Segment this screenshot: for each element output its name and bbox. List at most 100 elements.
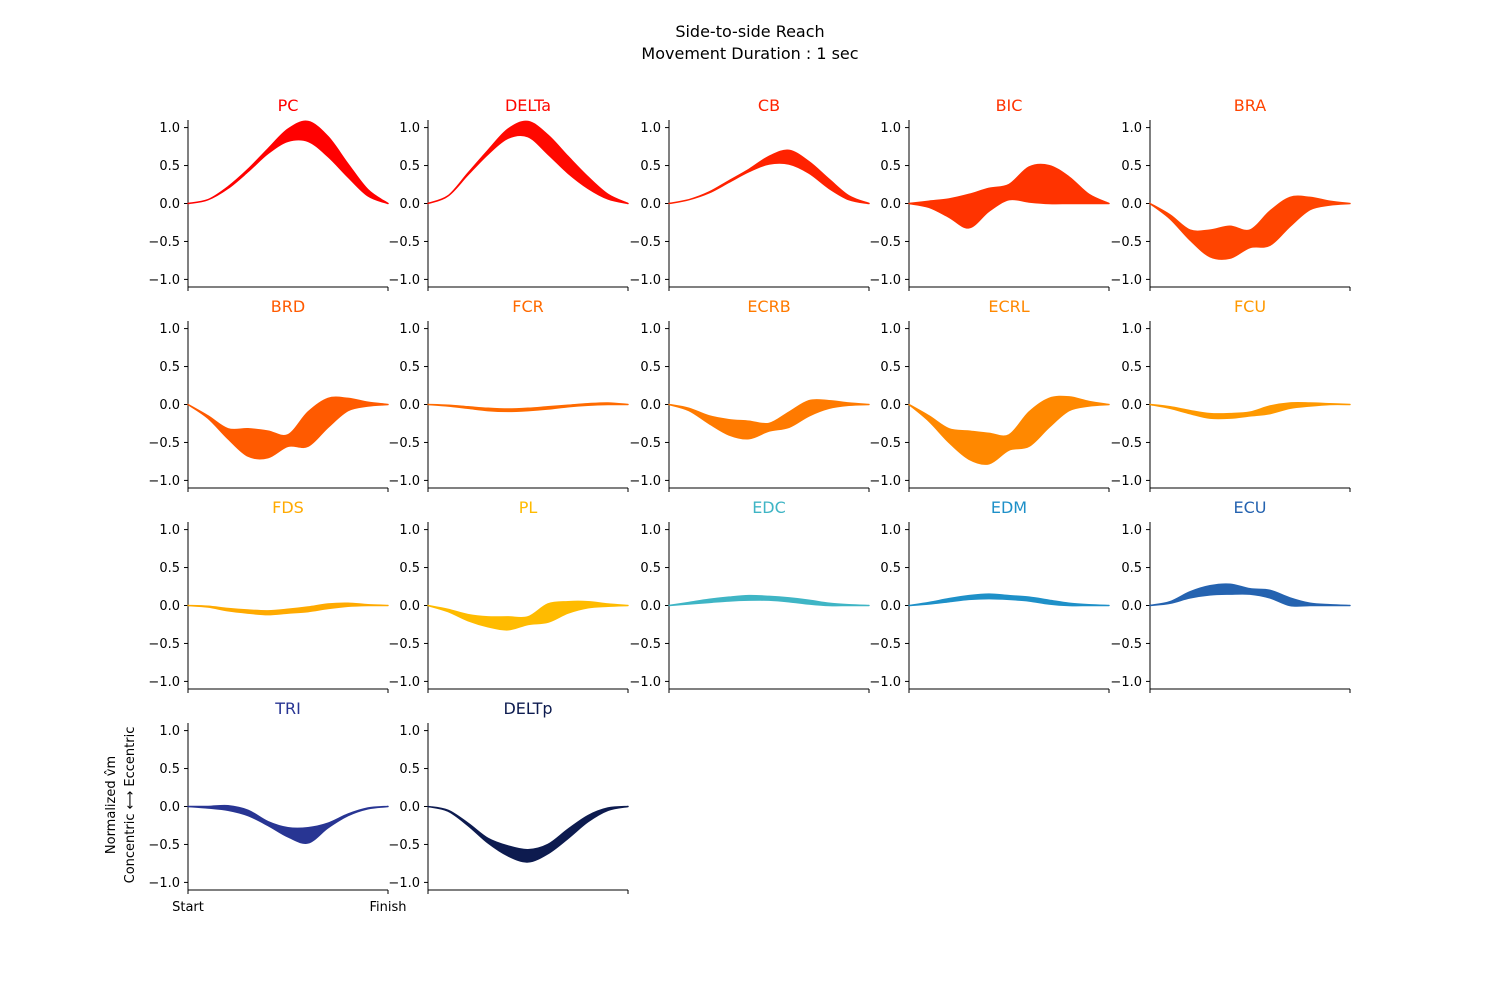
y-axis-label-line1: Normalized v̂m xyxy=(104,756,119,854)
y-tick-label: −1.0 xyxy=(148,876,180,891)
x-start-label: Start xyxy=(172,900,204,915)
y-tick-label: 0.5 xyxy=(159,360,180,375)
y-tick-label: −1.0 xyxy=(629,474,661,489)
y-tick-label: 0.5 xyxy=(399,159,420,174)
y-tick-label: 0.0 xyxy=(880,197,901,212)
subplot-tri: 1.0 0.5 0.0 −0.5 −1.0 TRI xyxy=(148,699,389,894)
subplot-title-fds: FDS xyxy=(272,498,304,517)
subplot-brd: 1.0 0.5 0.0 −0.5 −1.0 BRD xyxy=(148,297,389,492)
y-tick-label: 0.5 xyxy=(640,159,661,174)
y-tick-label: 1.0 xyxy=(399,523,420,538)
y-tick-label: 1.0 xyxy=(640,322,661,337)
y-tick-label: 0.5 xyxy=(159,159,180,174)
y-tick-label: −0.5 xyxy=(1110,235,1142,250)
y-tick-label: 0.0 xyxy=(159,800,180,815)
y-tick-label: −0.5 xyxy=(629,436,661,451)
y-tick-label: −0.5 xyxy=(869,235,901,250)
subplot-title-cb: CB xyxy=(758,96,780,115)
y-tick-label: −0.5 xyxy=(1110,436,1142,451)
y-tick-label: 0.0 xyxy=(399,800,420,815)
y-tick-label: 0.5 xyxy=(880,561,901,576)
band-ecrb xyxy=(668,399,870,440)
y-tick-label: 1.0 xyxy=(1121,322,1142,337)
band-edc xyxy=(668,594,870,607)
band-delta xyxy=(427,120,629,205)
subplot-ecrl: 1.0 0.5 0.0 −0.5 −1.0 ECRL xyxy=(869,297,1110,492)
subplot-title-ecrl: ECRL xyxy=(988,297,1029,316)
y-tick-label: −1.0 xyxy=(1110,675,1142,690)
y-tick-label: −0.5 xyxy=(869,637,901,652)
subplot-title-brd: BRD xyxy=(271,297,305,316)
y-tick-label: −0.5 xyxy=(388,436,420,451)
y-tick-label: −1.0 xyxy=(1110,474,1142,489)
y-tick-label: 0.0 xyxy=(640,599,661,614)
band-deltp xyxy=(427,805,629,863)
y-tick-label: 1.0 xyxy=(399,724,420,739)
y-tick-label: −0.5 xyxy=(629,637,661,652)
y-tick-label: 0.0 xyxy=(159,197,180,212)
subplot-title-ecu: ECU xyxy=(1234,498,1267,517)
y-tick-label: −1.0 xyxy=(629,273,661,288)
y-tick-label: 1.0 xyxy=(640,523,661,538)
subplot-deltp: 1.0 0.5 0.0 −0.5 −1.0 DELTp xyxy=(388,699,629,894)
band-ecrl xyxy=(908,395,1110,465)
y-tick-label: −1.0 xyxy=(1110,273,1142,288)
subplot-title-pl: PL xyxy=(519,498,538,517)
y-tick-label: 0.5 xyxy=(399,360,420,375)
y-tick-label: −0.5 xyxy=(388,838,420,853)
y-tick-label: 0.0 xyxy=(640,398,661,413)
subplot-fcr: 1.0 0.5 0.0 −0.5 −1.0 FCR xyxy=(388,297,629,492)
y-tick-label: −1.0 xyxy=(869,474,901,489)
y-tick-label: 0.5 xyxy=(880,159,901,174)
subplot-fcu: 1.0 0.5 0.0 −0.5 −1.0 FCU xyxy=(1110,297,1351,492)
y-tick-label: 1.0 xyxy=(880,523,901,538)
y-tick-label: 1.0 xyxy=(399,322,420,337)
subplot-edm: 1.0 0.5 0.0 −0.5 −1.0 EDM xyxy=(869,498,1110,693)
subplot-title-ecrb: ECRB xyxy=(747,297,790,316)
y-tick-label: 1.0 xyxy=(640,121,661,136)
y-tick-label: −1.0 xyxy=(869,675,901,690)
y-tick-label: 0.0 xyxy=(399,599,420,614)
subplot-title-bic: BIC xyxy=(996,96,1023,115)
band-fcr xyxy=(427,402,629,413)
y-tick-label: −0.5 xyxy=(869,436,901,451)
band-bic xyxy=(908,163,1110,229)
subplot-bic: 1.0 0.5 0.0 −0.5 −1.0 BIC xyxy=(869,96,1110,291)
y-tick-label: 0.0 xyxy=(159,599,180,614)
subplot-title-delta: DELTa xyxy=(505,96,551,115)
y-tick-label: 0.0 xyxy=(1121,398,1142,413)
y-tick-label: 0.0 xyxy=(159,398,180,413)
subplot-pl: 1.0 0.5 0.0 −0.5 −1.0 PL xyxy=(388,498,629,693)
y-tick-label: −1.0 xyxy=(388,675,420,690)
y-tick-label: 0.5 xyxy=(880,360,901,375)
y-tick-label: 0.5 xyxy=(1121,360,1142,375)
band-tri xyxy=(187,804,389,844)
subplot-title-tri: TRI xyxy=(274,699,301,718)
y-tick-label: 0.0 xyxy=(880,398,901,413)
y-tick-label: −1.0 xyxy=(388,876,420,891)
band-pc xyxy=(187,120,389,205)
y-tick-label: 1.0 xyxy=(1121,523,1142,538)
y-tick-label: 0.0 xyxy=(399,398,420,413)
y-tick-label: 1.0 xyxy=(880,322,901,337)
y-tick-label: −1.0 xyxy=(388,474,420,489)
y-tick-label: 0.0 xyxy=(640,197,661,212)
y-tick-label: −0.5 xyxy=(148,637,180,652)
y-tick-label: −0.5 xyxy=(388,637,420,652)
y-tick-label: 0.5 xyxy=(159,561,180,576)
y-tick-label: 1.0 xyxy=(880,121,901,136)
y-tick-label: −1.0 xyxy=(869,273,901,288)
y-tick-label: −1.0 xyxy=(388,273,420,288)
y-tick-label: −1.0 xyxy=(148,273,180,288)
subplot-bra: 1.0 0.5 0.0 −0.5 −1.0 BRA xyxy=(1110,96,1351,291)
y-tick-label: 0.5 xyxy=(640,360,661,375)
y-tick-label: 0.0 xyxy=(880,599,901,614)
y-tick-label: −0.5 xyxy=(388,235,420,250)
band-brd xyxy=(187,396,389,460)
y-tick-label: −1.0 xyxy=(148,675,180,690)
y-tick-label: 1.0 xyxy=(399,121,420,136)
y-tick-label: 0.5 xyxy=(1121,561,1142,576)
band-cb xyxy=(668,149,870,205)
band-fcu xyxy=(1149,401,1351,420)
